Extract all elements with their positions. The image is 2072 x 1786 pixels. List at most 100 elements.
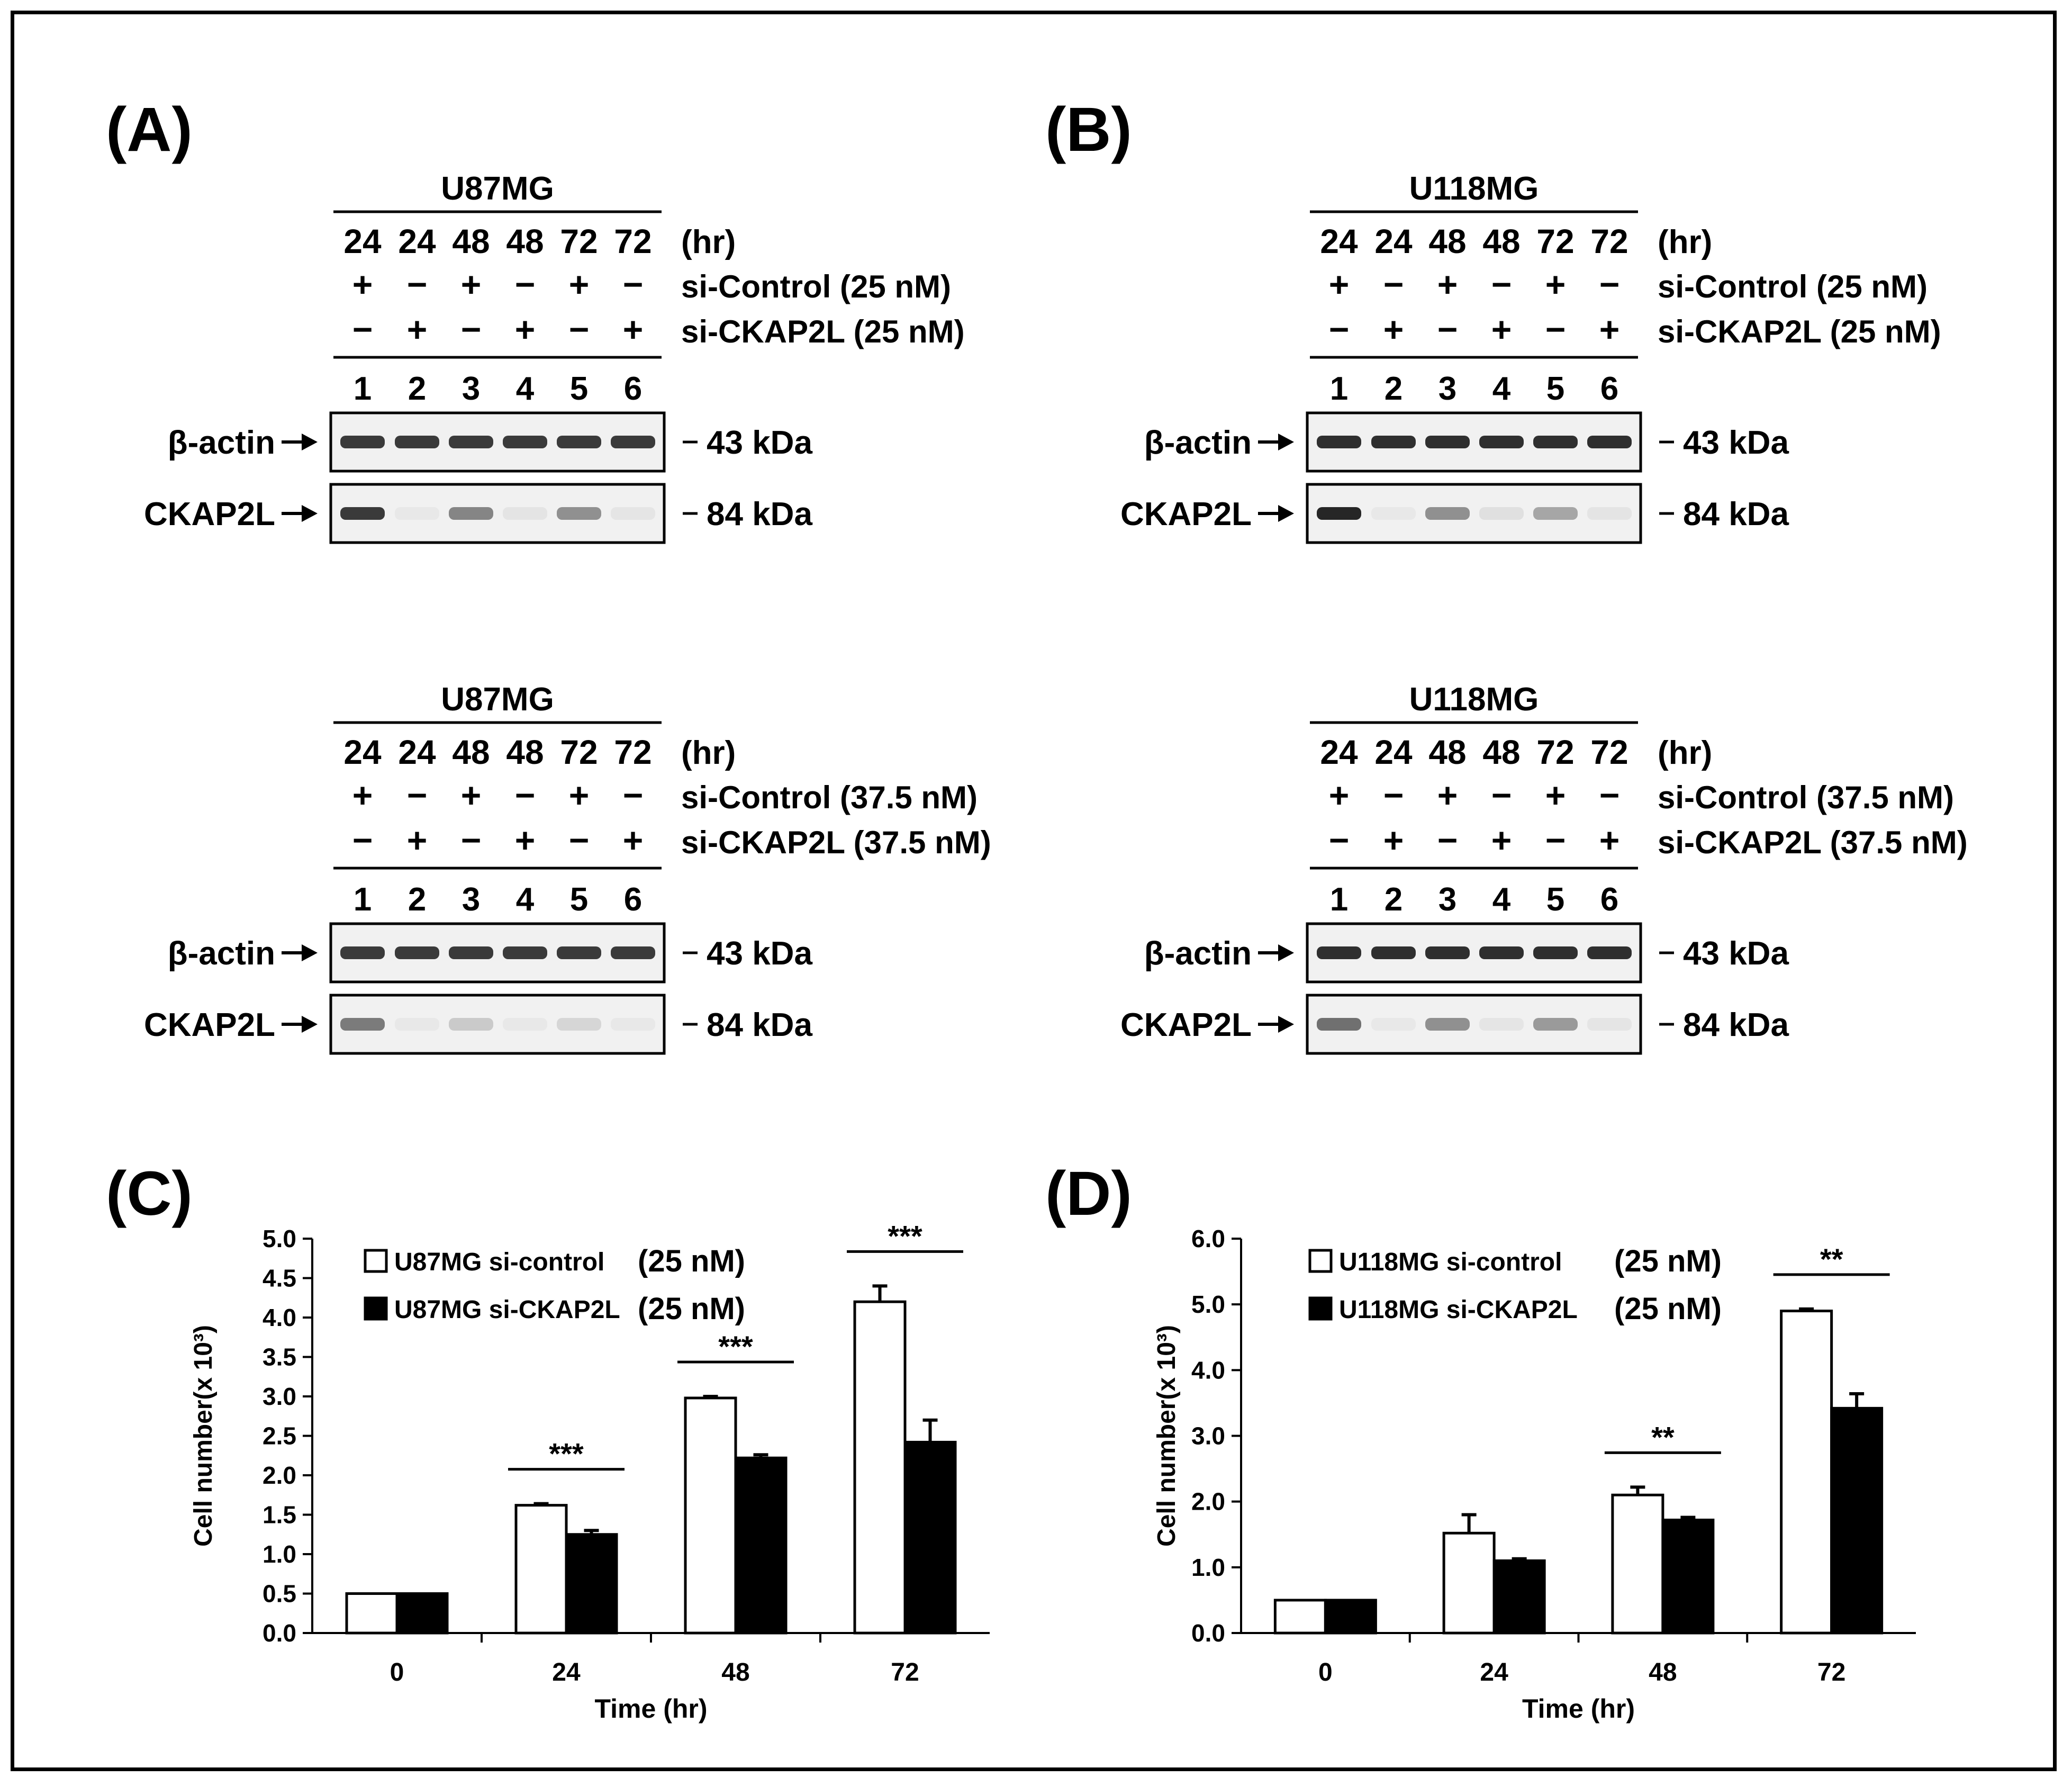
a1-knockdown-sign-3: − bbox=[461, 310, 482, 349]
a2-protein-1: CKAP2L bbox=[144, 1007, 275, 1043]
b1-time-5: 72 bbox=[1536, 222, 1574, 260]
d-y-tick-label-6: 6.0 bbox=[1191, 1225, 1225, 1252]
a1-time-unit: (hr) bbox=[681, 224, 736, 260]
a1-knockdown-sign-4: + bbox=[515, 310, 536, 349]
b1-band-1-1 bbox=[1317, 507, 1361, 520]
d-bar-1-2 bbox=[1661, 1518, 1715, 1635]
b1-protein-0: β-actin bbox=[1144, 425, 1252, 461]
b2-cell-line: U118MG bbox=[1409, 681, 1539, 718]
c-x-tick-label-1: 24 bbox=[552, 1658, 581, 1686]
a1-control-sign-1: + bbox=[352, 265, 373, 304]
b2-control-label: si-Control (37.5 nM) bbox=[1658, 780, 1954, 815]
b1-time-2: 24 bbox=[1374, 222, 1413, 260]
a2-band-1-5 bbox=[557, 1018, 601, 1031]
a2-marker-1: 84 kDa bbox=[707, 1007, 812, 1043]
a2-cell-line: U87MG bbox=[441, 681, 554, 718]
b1-time-1: 24 bbox=[1320, 222, 1358, 260]
c-legend-suffix-1: (25 nM) bbox=[638, 1292, 745, 1326]
c-bar-1-2 bbox=[734, 1456, 788, 1635]
d-bar-1-3 bbox=[1830, 1406, 1884, 1635]
b2-time-unit: (hr) bbox=[1658, 735, 1712, 771]
c-x-axis-label: Time (hr) bbox=[595, 1694, 708, 1724]
a2-arrow-head-1 bbox=[302, 1016, 318, 1033]
b1-knockdown-sign-2: + bbox=[1383, 310, 1404, 349]
b1-knockdown-sign-6: + bbox=[1599, 310, 1620, 349]
b2-protein-1: CKAP2L bbox=[1120, 1007, 1252, 1043]
a1-band-0-2 bbox=[395, 436, 439, 448]
a2-control-label: si-Control (37.5 nM) bbox=[681, 780, 978, 815]
a2-knockdown-sign-6: + bbox=[623, 820, 644, 860]
b2-band-1-4 bbox=[1479, 1018, 1524, 1031]
c-legend-swatch-0 bbox=[364, 1249, 388, 1273]
b1-band-0-5 bbox=[1533, 436, 1578, 448]
a2-band-1-6 bbox=[611, 1018, 655, 1031]
c-bar-0-3 bbox=[853, 1300, 907, 1635]
b2-knockdown-sign-4: + bbox=[1491, 820, 1512, 860]
a1-blot-box-0 bbox=[329, 411, 666, 473]
d-legend-swatch-1 bbox=[1308, 1296, 1333, 1321]
a2-time-6: 72 bbox=[614, 733, 652, 771]
b2-lane-4: 4 bbox=[1492, 881, 1511, 918]
a1-band-0-5 bbox=[557, 436, 601, 448]
c-y-tick-label-0: 0.0 bbox=[263, 1619, 296, 1647]
a2-band-0-1 bbox=[340, 946, 385, 959]
b1-knockdown-sign-4: + bbox=[1491, 310, 1512, 349]
c-sig-label-2: *** bbox=[888, 1219, 922, 1252]
c-y-axis-label: Cell number(x 10³) bbox=[189, 1325, 218, 1547]
c-x-tick-label-3: 72 bbox=[891, 1658, 919, 1686]
a1-lane-1: 1 bbox=[354, 371, 372, 407]
a1-knockdown-sign-2: + bbox=[407, 310, 428, 349]
b2-band-0-1 bbox=[1317, 946, 1361, 959]
b2-time-5: 72 bbox=[1536, 733, 1574, 771]
a1-band-1-6 bbox=[611, 507, 655, 520]
c-y-tick-label-10: 5.0 bbox=[263, 1225, 296, 1252]
figure-frame bbox=[11, 11, 2057, 1771]
a1-lane-4: 4 bbox=[516, 371, 535, 407]
b2-band-1-1 bbox=[1317, 1018, 1361, 1031]
a2-blot-box-1 bbox=[329, 994, 666, 1055]
b2-band-1-6 bbox=[1587, 1018, 1632, 1031]
c-legend-suffix-0: (25 nM) bbox=[638, 1244, 745, 1278]
b1-band-0-1 bbox=[1317, 436, 1361, 448]
d-legend-swatch-0 bbox=[1308, 1249, 1333, 1273]
a1-time-4: 48 bbox=[506, 222, 544, 260]
d-bar-0-2 bbox=[1611, 1493, 1664, 1635]
c-y-tick-label-1: 0.5 bbox=[263, 1580, 296, 1608]
a2-band-1-1 bbox=[340, 1018, 385, 1031]
d-y-tick-label-5: 5.0 bbox=[1191, 1291, 1225, 1318]
a2-lane-3: 3 bbox=[462, 881, 480, 918]
a2-control-sign-2: − bbox=[407, 775, 428, 815]
c-bar-0-1 bbox=[514, 1504, 568, 1635]
d-legend-suffix-0: (25 nM) bbox=[1614, 1244, 1722, 1278]
c-y-tick-label-5: 2.5 bbox=[263, 1422, 296, 1450]
d-x-tick-label-0: 0 bbox=[1318, 1658, 1333, 1686]
c-bar-1-1 bbox=[565, 1533, 618, 1635]
a2-control-sign-3: + bbox=[461, 775, 482, 815]
a2-knockdown-sign-3: − bbox=[461, 820, 482, 860]
a2-band-0-5 bbox=[557, 946, 601, 959]
a2-time-3: 48 bbox=[452, 733, 490, 771]
panel-label-b: (B) bbox=[1045, 95, 1132, 165]
a2-lane-2: 2 bbox=[408, 881, 426, 918]
b1-band-1-6 bbox=[1587, 507, 1632, 520]
c-bar-1-3 bbox=[903, 1440, 957, 1635]
a2-lane-5: 5 bbox=[570, 881, 588, 918]
b2-arrow-head-1 bbox=[1278, 1016, 1294, 1033]
a1-band-1-4 bbox=[503, 507, 547, 520]
b2-band-0-3 bbox=[1425, 946, 1470, 959]
b2-lane-1: 1 bbox=[1330, 881, 1348, 918]
a1-time-6: 72 bbox=[614, 222, 652, 260]
a1-band-0-4 bbox=[503, 436, 547, 448]
a2-band-0-4 bbox=[503, 946, 547, 959]
a2-knockdown-label: si-CKAP2L (37.5 nM) bbox=[681, 825, 991, 860]
b2-control-sign-1: + bbox=[1329, 775, 1350, 815]
c-legend-label-0: U87MG si-control bbox=[394, 1248, 604, 1276]
b2-marker-1: 84 kDa bbox=[1683, 1007, 1789, 1043]
b2-control-sign-3: + bbox=[1437, 775, 1458, 815]
panel-label-a: (A) bbox=[106, 95, 193, 165]
d-bar-1-0 bbox=[1324, 1599, 1377, 1635]
b2-band-1-5 bbox=[1533, 1018, 1578, 1031]
